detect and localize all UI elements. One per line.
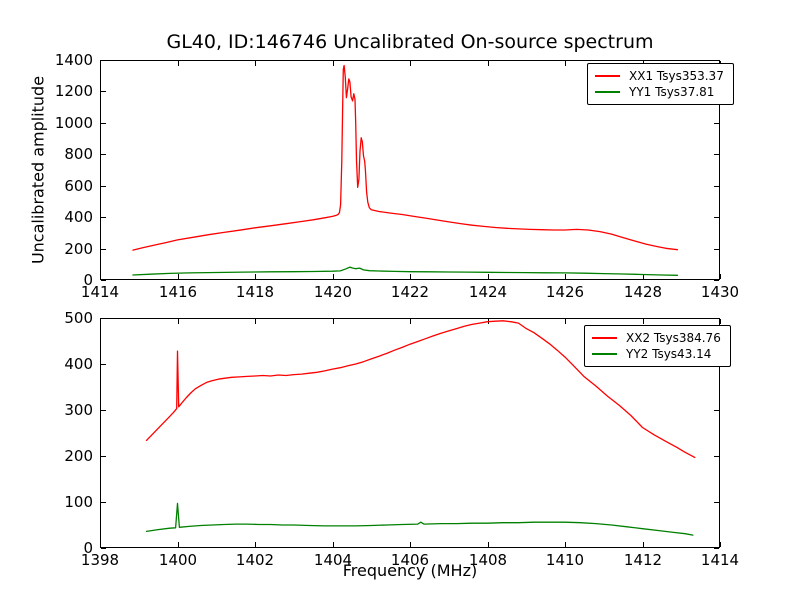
x-tick-label: 1416 <box>159 283 197 301</box>
series-line-yy1 <box>132 266 679 276</box>
x-tick-label: 1424 <box>469 283 507 301</box>
x-axis-label: Frequency (MHz) <box>342 561 478 580</box>
legend-line-xx2 <box>592 337 617 339</box>
figure-title: GL40, ID:146746 Uncalibrated On-source s… <box>166 31 654 53</box>
x-tick-label: 1418 <box>236 283 274 301</box>
x-tick-label: 1414 <box>81 283 119 301</box>
y-tick-label: 600 <box>64 177 93 195</box>
legend-line-xx1 <box>595 75 620 77</box>
series-line-xx2 <box>145 320 696 459</box>
legend-item-yy2: YY2 Tsys43.14 <box>592 346 721 362</box>
x-tick-label: 1430 <box>701 283 739 301</box>
y-tick-label: 800 <box>64 145 93 163</box>
legend-line-yy2 <box>592 353 617 355</box>
legend-top-plot: XX1 Tsys353.37 YY1 Tsys37.81 <box>587 63 734 105</box>
x-tick-label: 1414 <box>701 551 739 569</box>
subplot-top: 1414 1416 1418 1420 1422 1424 1426 1428 1430 0 200… <box>55 51 739 301</box>
legend-bottom-plot: XX2 Tsys384.76 YY2 Tsys43.14 <box>584 325 731 367</box>
legend-label-yy1: YY1 Tsys37.81 <box>629 85 715 99</box>
y-tick-label: 100 <box>64 493 93 511</box>
x-tick-label: 1428 <box>624 283 662 301</box>
legend-label-yy2: YY2 Tsys43.14 <box>626 347 712 361</box>
y-tick-label: 0 <box>83 539 93 557</box>
y-tick-label: 0 <box>83 271 93 289</box>
x-tick-label: 1410 <box>546 551 584 569</box>
x-tick-label: 1426 <box>546 283 584 301</box>
x-tick-label: 1402 <box>236 551 274 569</box>
y-axis-label: Uncalibrated amplitude <box>28 75 48 265</box>
x-tick-label: 1422 <box>391 283 429 301</box>
x-tick-label: 1400 <box>159 551 197 569</box>
series-line-xx1 <box>132 64 679 251</box>
legend-label-xx1: XX1 Tsys353.37 <box>629 69 724 83</box>
y-tick-label: 1200 <box>55 82 93 100</box>
y-tick-label: 300 <box>64 401 93 419</box>
legend-label-xx2: XX2 Tsys384.76 <box>626 331 721 345</box>
x-tick-label: 1406 <box>391 551 429 569</box>
y-tick-label: 1400 <box>55 51 93 69</box>
x-tick-label: 1404 <box>314 551 352 569</box>
x-tick-label: 1398 <box>81 551 119 569</box>
x-tick-label: 1412 <box>624 551 662 569</box>
x-tick-label: 1420 <box>314 283 352 301</box>
legend-item-xx2: XX2 Tsys384.76 <box>592 330 721 346</box>
axes-frame <box>100 318 720 548</box>
x-tick-label: 1408 <box>469 551 507 569</box>
subplot-bottom: 1398 1400 1402 1404 1406 1408 1410 1412 1414 0 100… <box>64 309 739 569</box>
y-tick-label: 200 <box>64 447 93 465</box>
axes-frame <box>100 60 720 280</box>
y-tick-label: 500 <box>64 309 93 327</box>
legend-item-xx1: XX1 Tsys353.37 <box>595 68 724 84</box>
legend-line-yy1 <box>595 91 620 93</box>
legend-item-yy1: YY1 Tsys37.81 <box>595 84 724 100</box>
y-tick-label: 400 <box>64 355 93 373</box>
y-tick-label: 200 <box>64 240 93 258</box>
y-tick-label: 400 <box>64 208 93 226</box>
y-tick-label: 1000 <box>55 114 93 132</box>
series-line-yy2 <box>145 502 694 536</box>
